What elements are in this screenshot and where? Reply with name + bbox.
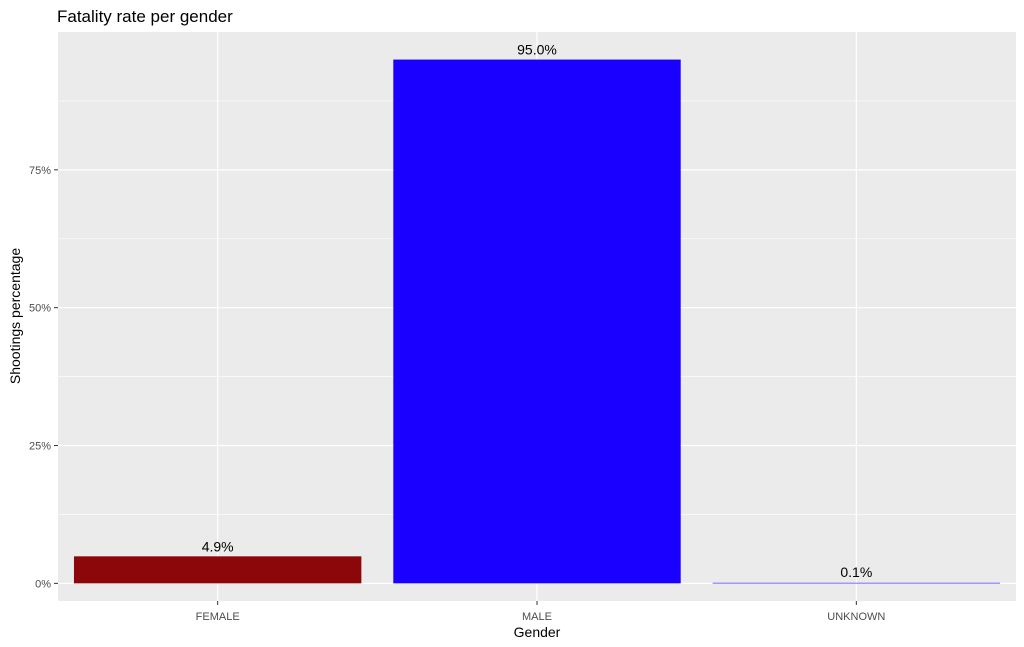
data-label-female: 4.9%: [202, 538, 234, 554]
x-tick-label: MALE: [522, 611, 552, 623]
bar-unknown: [712, 582, 1001, 584]
data-labels: 4.9% 95.0% 0.1%: [202, 42, 873, 580]
y-tick-label: 75%: [29, 165, 51, 177]
chart-title: Fatality rate per gender: [57, 7, 233, 26]
y-axis: 0% 25% 50% 75%: [29, 165, 58, 590]
data-label-male: 95.0%: [517, 42, 557, 58]
bars: [73, 59, 1001, 584]
bar-male: [393, 59, 681, 584]
y-axis-title: Shootings percentage: [7, 248, 23, 384]
y-tick-label: 0%: [35, 578, 51, 590]
bar-female: [73, 556, 362, 584]
x-tick-label: UNKNOWN: [827, 611, 885, 623]
x-axis: FEMALE MALE UNKNOWN: [196, 601, 885, 623]
y-tick-label: 50%: [29, 303, 51, 315]
x-axis-title: Gender: [514, 624, 561, 640]
y-tick-label: 25%: [29, 441, 51, 453]
x-tick-label: FEMALE: [196, 611, 240, 623]
data-label-unknown: 0.1%: [840, 564, 872, 580]
